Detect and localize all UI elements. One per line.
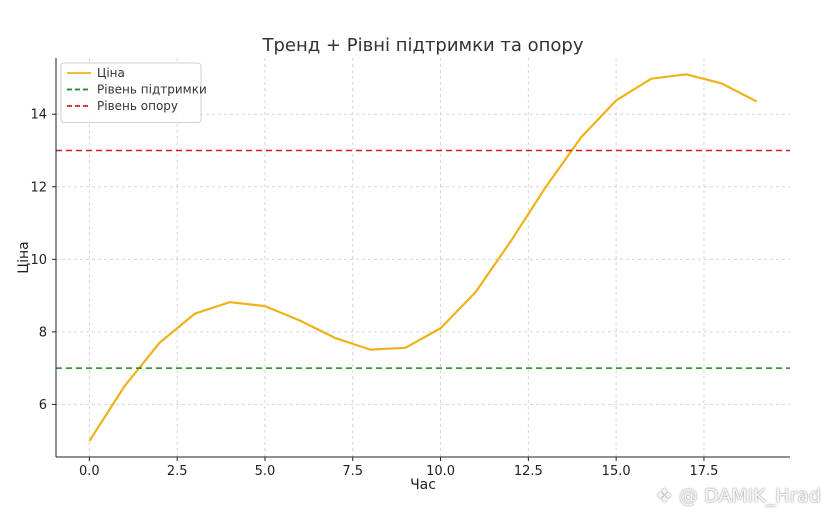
x-tick-label-7: 17.5 bbox=[689, 464, 718, 479]
legend-label-0: Ціна bbox=[97, 66, 125, 80]
grid bbox=[56, 58, 790, 457]
x-tick-label-0: 0.0 bbox=[79, 464, 100, 479]
legend-label-2: Рівень опору bbox=[97, 99, 178, 113]
watermark-text: @ DAMIK_Hrad bbox=[678, 485, 821, 507]
y-axis-label: Ціна bbox=[16, 241, 32, 274]
diamond-logo-icon: ❖ bbox=[655, 485, 673, 507]
watermark: ❖ @ DAMIK_Hrad bbox=[656, 485, 821, 507]
legend: Ціна Рівень підтримки Рівень опору bbox=[60, 62, 207, 123]
y-tick-label-3: 12 bbox=[30, 180, 47, 195]
chart-title: Тренд + Рівні підтримки та опору bbox=[262, 35, 584, 56]
legend-label-1: Рівень підтримки bbox=[97, 83, 207, 97]
x-tick-label-2: 5.0 bbox=[255, 464, 276, 479]
y-tick-label-0: 6 bbox=[39, 398, 47, 413]
tick-labels: 0.0 2.5 5.0 7.5 10.0 12.5 15.0 17.5 6 8 10 12 14 bbox=[30, 108, 718, 479]
x-tick-label-1: 2.5 bbox=[167, 464, 188, 479]
x-tick-label-5: 12.5 bbox=[514, 464, 543, 479]
x-tick-label-6: 15.0 bbox=[602, 464, 631, 479]
series-line-0 bbox=[88, 73, 758, 442]
y-tick-label-4: 14 bbox=[30, 108, 47, 123]
series-layer bbox=[56, 73, 790, 442]
x-tick-label-3: 7.5 bbox=[342, 464, 363, 479]
legend-box bbox=[60, 62, 202, 123]
y-tick-label-1: 8 bbox=[39, 325, 47, 340]
x-axis-label: Час bbox=[410, 477, 436, 493]
x-tick-label-4: 10.0 bbox=[426, 464, 455, 479]
y-tick-label-2: 10 bbox=[30, 253, 47, 268]
axes bbox=[55, 58, 790, 458]
